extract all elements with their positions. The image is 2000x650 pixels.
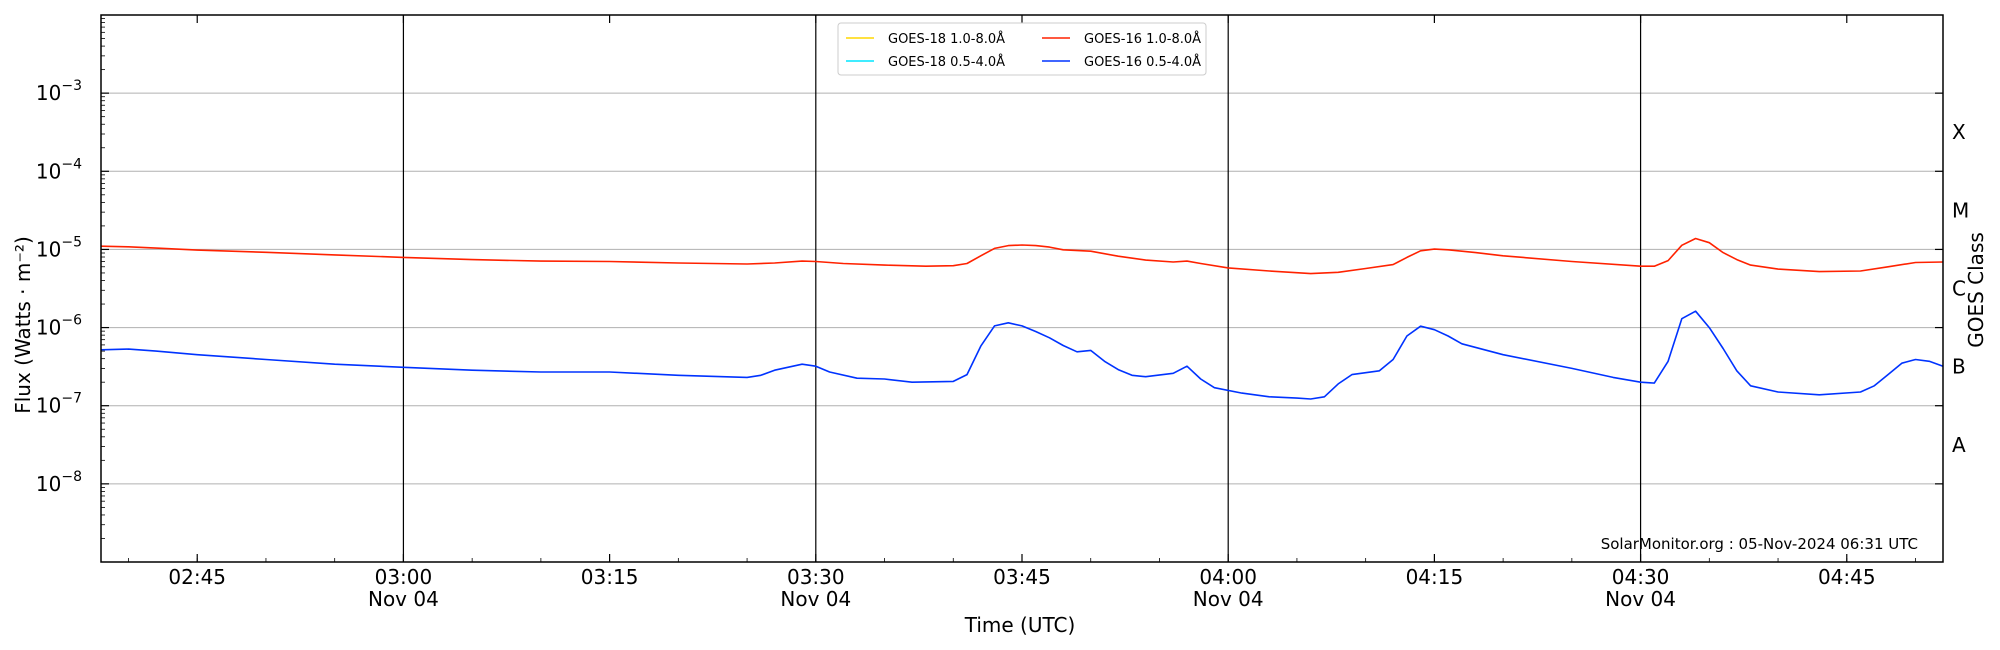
x-tick-label: 04:30 xyxy=(1612,565,1670,589)
legend-label: GOES-18 0.5-4.0Å xyxy=(888,54,1005,70)
y-axis-title: Flux (Watts · m⁻²) xyxy=(11,236,35,414)
legend-label: GOES-18 1.0-8.0Å xyxy=(888,31,1005,47)
x-tick-label: 03:00 xyxy=(375,565,433,589)
goes-class-label-m: M xyxy=(1952,198,1969,222)
x-tick-label: 03:15 xyxy=(581,565,639,589)
goes-class-label-b: B xyxy=(1952,355,1966,379)
x-tick-label: 03:30 xyxy=(787,565,845,589)
x-tick-date: Nov 04 xyxy=(1605,587,1676,611)
x-tick-date: Nov 04 xyxy=(1193,587,1264,611)
y-tick-exponent: −7 xyxy=(61,391,82,407)
goes-class-axis: A B C M X xyxy=(1952,120,1969,457)
y-tick-exponent: −4 xyxy=(61,156,82,172)
time-markers xyxy=(402,15,1642,562)
grid xyxy=(101,92,1943,485)
y-tick-exponent: −5 xyxy=(61,234,82,250)
x-tick-label: 04:00 xyxy=(1199,565,1257,589)
series-lines xyxy=(100,237,1944,400)
y-tick-exponent: −6 xyxy=(61,313,82,329)
goes-class-label-x: X xyxy=(1952,120,1966,144)
goes-class-label-c: C xyxy=(1952,277,1966,301)
series-line-2 xyxy=(100,310,1944,400)
x-tick-label: 02:45 xyxy=(168,565,226,589)
legend: GOES-18 1.0-8.0Å GOES-18 0.5-4.0Å GOES-16 … xyxy=(837,22,1207,76)
x-tick-date: Nov 04 xyxy=(368,587,439,611)
legend-label: GOES-16 1.0-8.0Å xyxy=(1084,31,1201,47)
x-tick-label: 03:45 xyxy=(993,565,1051,589)
x-tick-label: 04:15 xyxy=(1406,565,1464,589)
goes-class-label-a: A xyxy=(1952,433,1966,457)
x-tick-date: Nov 04 xyxy=(780,587,851,611)
y-tick-exponent: −3 xyxy=(61,78,82,94)
legend-label: GOES-16 0.5-4.0Å xyxy=(1084,54,1201,70)
y-tick-label: 10−7 xyxy=(36,391,82,418)
x-tick-label: 04:45 xyxy=(1818,565,1876,589)
y-tick-exponent: −8 xyxy=(61,469,82,485)
credit-text: SolarMonitor.org : 05-Nov-2024 06:31 UTC xyxy=(1601,535,1918,553)
series-line-1 xyxy=(100,237,1944,275)
x-axis-title: Time (UTC) xyxy=(964,613,1076,637)
legend-box xyxy=(837,22,1207,76)
goes-class-axis-title: GOES Class xyxy=(1964,232,1988,348)
